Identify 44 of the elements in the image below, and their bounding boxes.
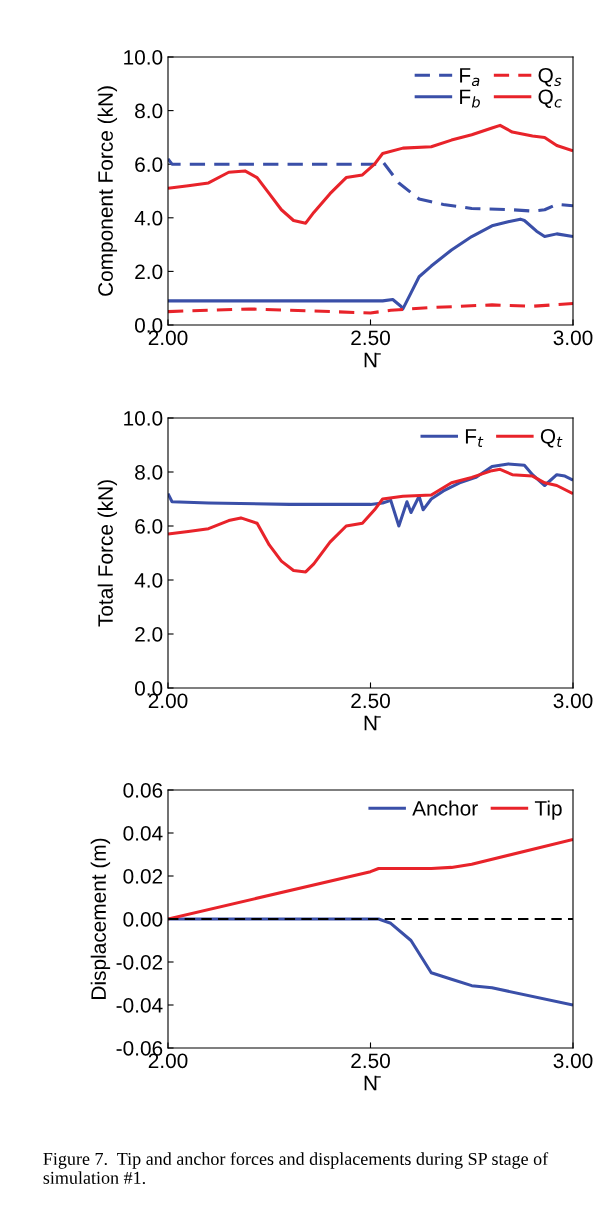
y-tick-label: 4.0 — [134, 573, 163, 588]
line-series — [168, 302, 573, 315]
legend-label: Anchor — [412, 800, 478, 816]
caption: Figure 7. Tip and anchor forces and displacements during SP stage of simulation #1. — [43, 1152, 549, 1185]
y-axis-title: Component Force (kN) — [97, 86, 118, 296]
y-tick-label: 8.0 — [135, 103, 163, 119]
legend-label: F$_{t}$ — [465, 429, 484, 447]
y-tick-label: 2.0 — [135, 264, 163, 280]
y-tick-label: -0.04 — [116, 998, 163, 1013]
line-series — [168, 462, 573, 528]
x-tick-label: 2.50 — [351, 330, 390, 346]
y-tick-label: 10.0 — [124, 50, 163, 65]
legend-label: Q$_{s}$ — [538, 67, 562, 87]
x-tick-label: 3.00 — [553, 693, 593, 709]
y-axis-title: Total Force (kN) — [97, 480, 118, 627]
y-axis-title: Displacement (m) — [90, 838, 111, 999]
legend-label: Tip — [534, 800, 562, 820]
y-tick-label: 6.0 — [135, 157, 163, 172]
y-tick-label: -0.02 — [116, 955, 163, 970]
y-tick-label: 0.06 — [123, 783, 163, 798]
x-axis-title: N̄ — [364, 1075, 381, 1091]
y-tick-label: 2.0 — [135, 627, 163, 642]
x-tick-label: 3.00 — [553, 1053, 593, 1069]
legend-label: F$_{a}$ — [460, 68, 480, 87]
y-tick-label: 10.0 — [124, 411, 163, 426]
line-series — [168, 467, 573, 574]
line-series — [168, 217, 573, 311]
y-tick-label: 6.0 — [135, 519, 163, 534]
x-tick-label: 3.00 — [553, 330, 593, 346]
y-tick-label: 0.00 — [123, 912, 163, 927]
legend-label: Q$_{t}$ — [540, 428, 563, 448]
line-series — [168, 837, 573, 921]
legend-label: Q$_{c}$ — [538, 89, 562, 108]
y-tick-label: 0.02 — [123, 869, 163, 884]
x-axis-title: N̄ — [364, 352, 381, 368]
line-series — [168, 157, 573, 213]
y-tick-label: 4.0 — [134, 210, 163, 226]
x-tick-label: 2.50 — [351, 693, 390, 709]
line-series — [168, 123, 573, 225]
legend-label: F$_{b}$ — [460, 89, 480, 108]
x-axis-title: N̄ — [364, 715, 381, 731]
y-tick-label: 8.0 — [135, 465, 163, 480]
y-tick-label: 0.04 — [123, 826, 163, 841]
x-tick-label: 2.50 — [351, 1053, 390, 1069]
